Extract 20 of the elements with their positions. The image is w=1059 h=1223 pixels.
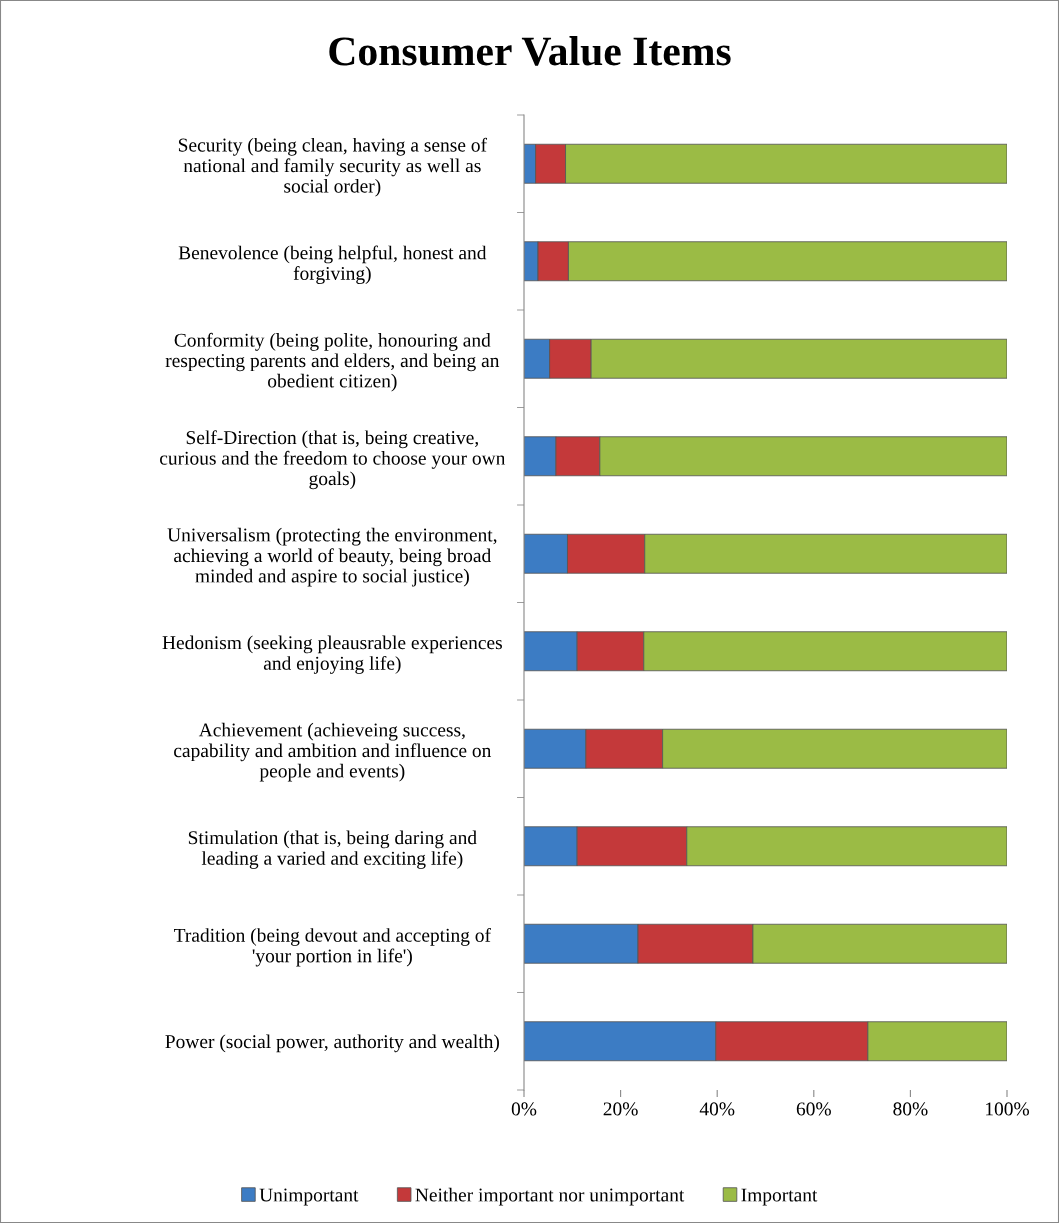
x-tick-label: 40% [699,1102,735,1116]
y-tick-label: Stimulation (that is, being daring and leading a varied and exciting life) [188,830,477,869]
x-tick-label: 100% [986,1102,1030,1116]
x-tick-label: 60% [796,1102,831,1116]
x-tick-label: 0% [511,1102,537,1116]
y-tick-label: Self-Direction (that is, being creative, curious and the freedom to choose your own goals) [160,430,506,490]
x-tick-label: 80% [893,1102,928,1116]
y-tick-label: Universalism (protecting the environment, achieving a world of beauty, being broad minded and aspire to social justice) [167,527,497,587]
chart-title: Consumer Value Items [329,36,731,66]
legend-label: Unimportant [259,1188,359,1206]
y-tick-label: Hedonism (seeking pleausrable experiences and enjoying life) [162,635,502,674]
legend-label: Important [741,1188,818,1206]
y-tick-label: Conformity (being polite, honouring and respecting parents and elders, and being an obedient citizen) [165,332,500,392]
y-tick-label: Security (being clean, having a sense of national and family security as well as social order) [178,137,488,197]
y-tick-label: Achievement (achieveing success, capability and ambition and influence on people and events) [174,722,492,782]
y-tick-label: Benevolence (being helpful, honest and forgiving) [178,245,487,284]
legend-label: Neither important nor unimportant [415,1187,685,1206]
y-tick-label: Tradition (being devout and accepting of 'your portion in life') [174,927,491,967]
x-tick-label: 20% [603,1102,638,1116]
y-tick-label: Power (social power, authority and wealth) [165,1034,500,1053]
